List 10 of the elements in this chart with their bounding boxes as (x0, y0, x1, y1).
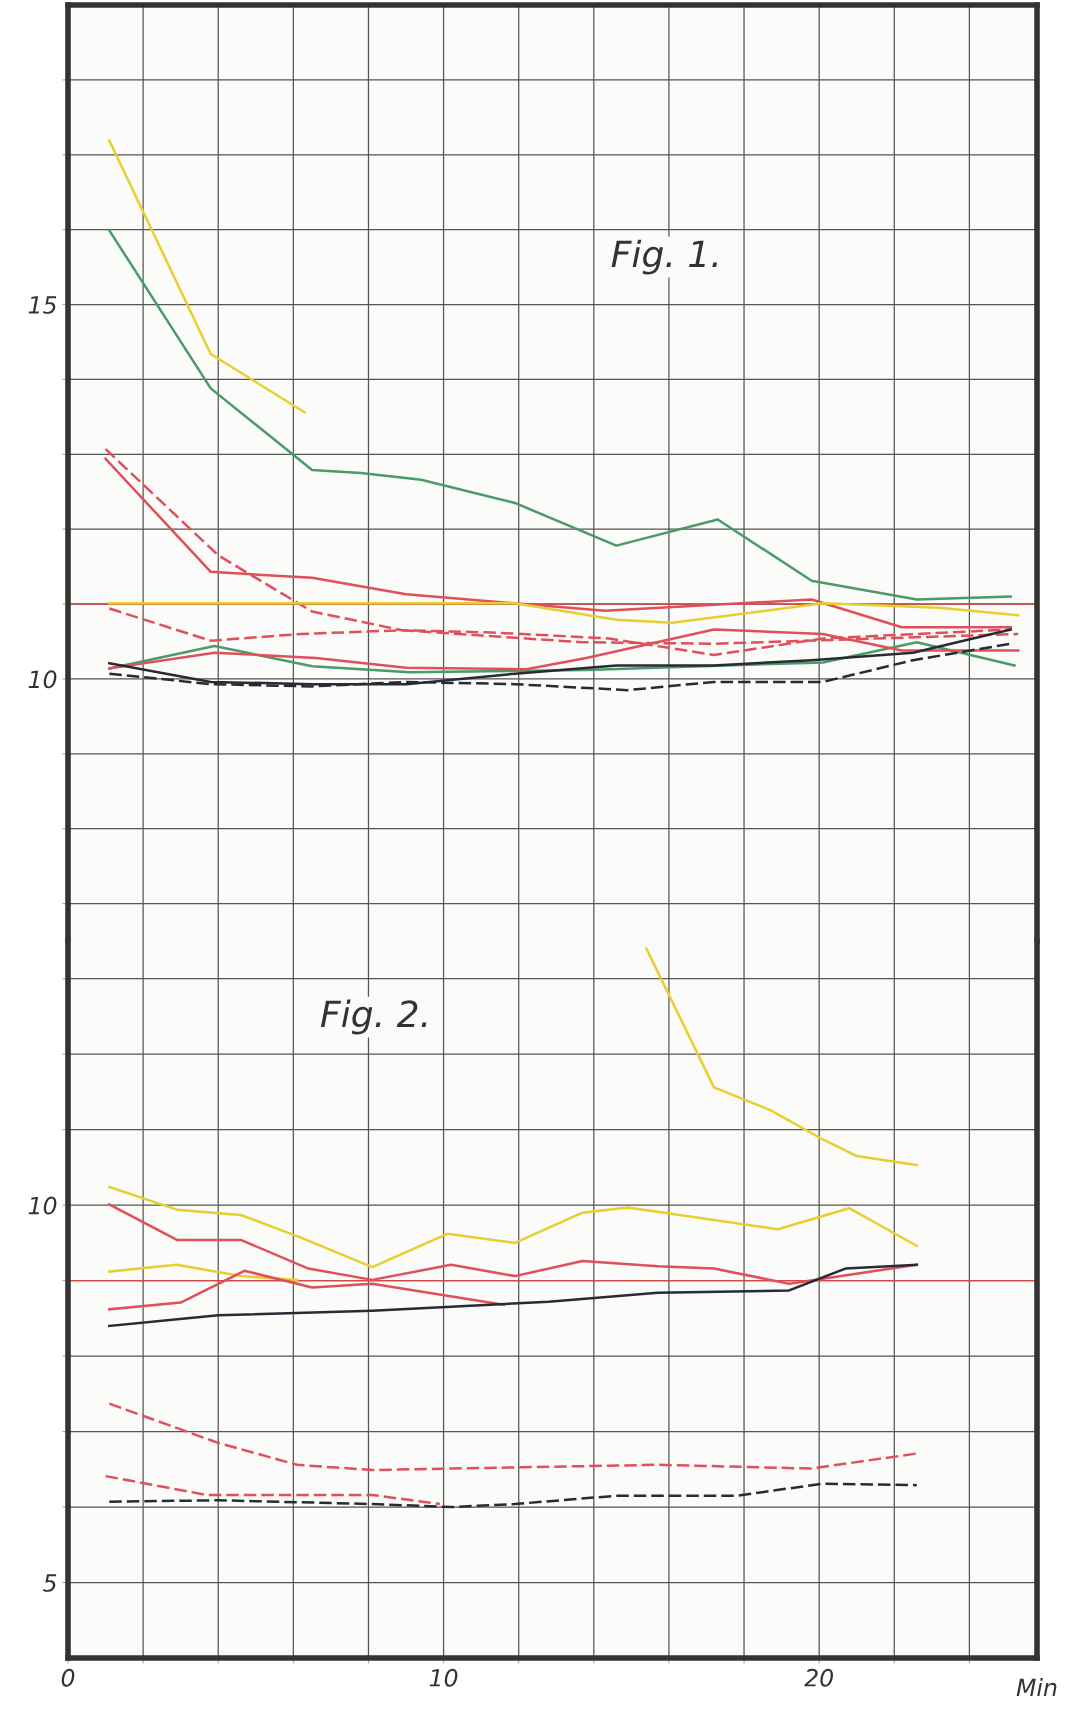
x-axis-title: Min (1016, 1678, 1057, 1697)
x-tick-label: 0 (61, 1668, 75, 1687)
text: Fig. 2. (320, 999, 427, 1035)
y-tick-label: 15 (28, 296, 57, 314)
x-tick-label: 20 (804, 1668, 833, 1687)
text: Fig. 1. (611, 239, 717, 275)
x-tick-label: 10 (429, 1668, 458, 1687)
y-tick-label: 10 (28, 670, 57, 689)
y-tick-label: 10 (28, 1196, 57, 1215)
y-tick-label: 5 (43, 1574, 57, 1592)
